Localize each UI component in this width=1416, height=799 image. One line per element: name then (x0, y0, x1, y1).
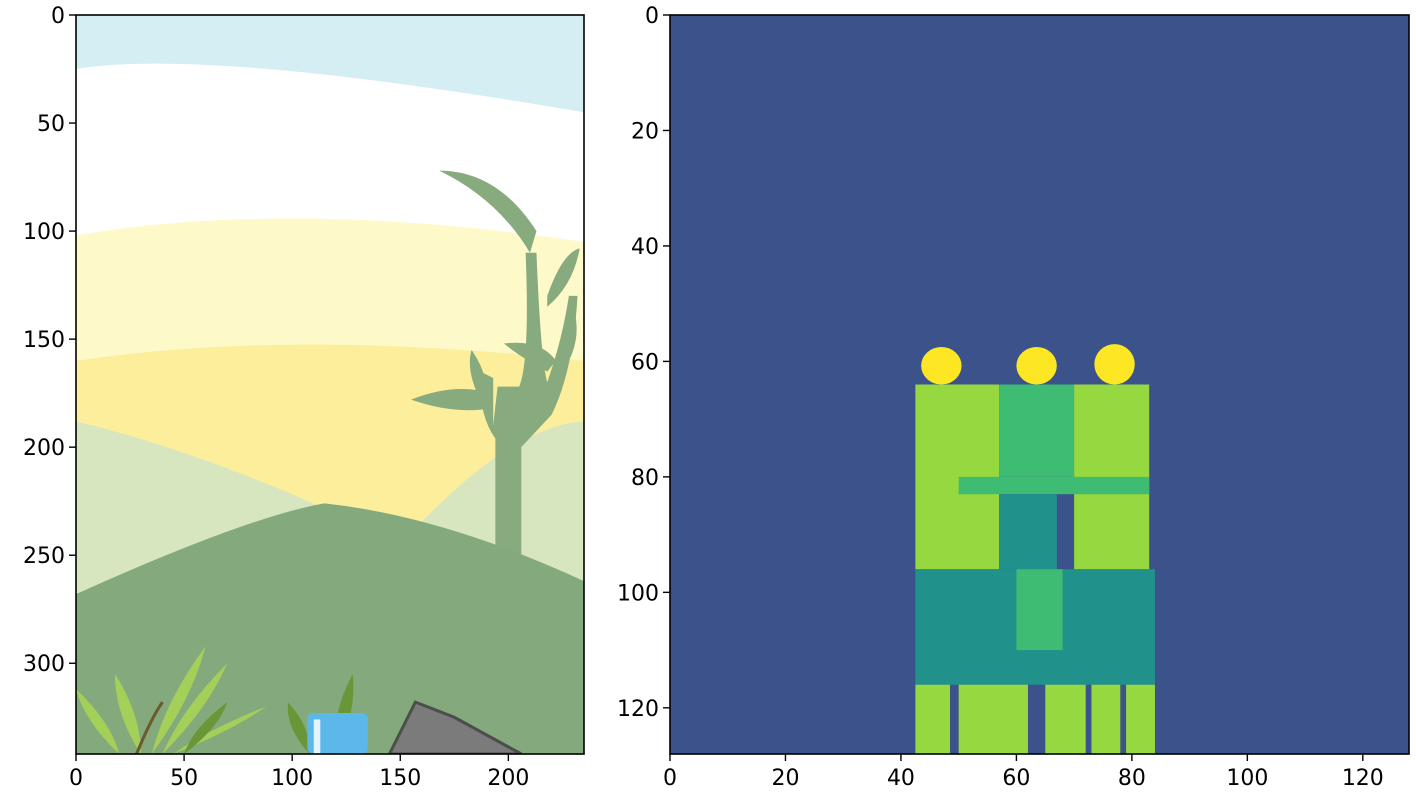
stone (387, 700, 523, 754)
fern-leaf (114, 674, 141, 754)
cup (307, 712, 368, 754)
fern-leaf (184, 702, 228, 754)
scene-image (76, 15, 584, 754)
plant-stem (479, 252, 578, 560)
heatmap-region (958, 684, 1028, 754)
right-y-tick-label: 40 (631, 235, 659, 260)
heatmap-region (958, 476, 1150, 495)
heatmap-region (1045, 684, 1086, 754)
plant-leaf (411, 388, 492, 411)
heatmap-region (999, 494, 1057, 570)
heatmap-region (1016, 569, 1063, 651)
heatmap-region (1091, 684, 1121, 754)
right-y-tick-label: 0 (645, 4, 659, 29)
left-y-tick-label: 300 (23, 652, 65, 677)
left-y-tick-label: 200 (23, 436, 65, 461)
fern-leaf (287, 702, 310, 754)
right-axes: 0 20 40 60 80 100 120 0 20 40 60 80 100 120 (617, 4, 1410, 791)
right-x-tick-label: 100 (1226, 766, 1268, 791)
right-x-ticks: 0 20 40 60 80 100 120 (663, 754, 1384, 791)
heatmap-region (1094, 344, 1135, 385)
heatmap-region (1126, 684, 1155, 754)
plant-leaf (469, 349, 488, 409)
left-x-ticks: 0 50 100 150 200 (69, 754, 529, 791)
left-y-tick-label: 50 (37, 112, 65, 137)
right-x-tick-label: 80 (1118, 766, 1146, 791)
left-y-tick-label: 150 (23, 328, 65, 353)
right-y-tick-label: 100 (617, 581, 659, 606)
fern-leaf (151, 645, 206, 754)
right-x-tick-label: 60 (1002, 766, 1030, 791)
left-y-tick-label: 250 (23, 544, 65, 569)
plant-leaf (547, 248, 580, 307)
fern-stem (135, 701, 164, 754)
fern-leaf (76, 689, 120, 754)
heatmap-region (915, 684, 951, 754)
right-x-tick-label: 120 (1342, 766, 1384, 791)
right-x-tick-label: 0 (663, 766, 677, 791)
left-y-ticks: 0 50 100 150 200 250 300 (23, 4, 76, 677)
right-y-tick-label: 60 (631, 350, 659, 375)
left-axes: 0 50 100 150 200 0 50 100 150 200 250 300 (23, 4, 585, 791)
left-x-tick-label: 150 (379, 766, 421, 791)
right-y-tick-label: 120 (617, 697, 659, 722)
left-x-tick-label: 200 (487, 766, 529, 791)
right-y-tick-label: 20 (631, 119, 659, 144)
cup-highlight (313, 719, 321, 754)
plant-leaf (439, 170, 537, 253)
right-x-tick-label: 40 (887, 766, 915, 791)
plant-leaf (562, 306, 577, 361)
left-y-tick-label: 100 (23, 220, 65, 245)
heatmap-region (999, 384, 1075, 477)
right-y-ticks: 0 20 40 60 80 100 120 (617, 4, 670, 722)
right-x-tick-label: 20 (771, 766, 799, 791)
heatmap-region (1016, 346, 1057, 385)
right-axes-frame (669, 14, 1410, 755)
left-axes-frame (75, 14, 585, 755)
plant-leaf (504, 342, 556, 372)
left-x-tick-label: 100 (271, 766, 313, 791)
left-x-tick-label: 50 (170, 766, 198, 791)
left-x-tick-label: 0 (69, 766, 83, 791)
left-y-tick-label: 0 (51, 4, 65, 29)
heatmap-region (921, 346, 962, 385)
heatmap-image (670, 15, 1409, 754)
fern-leaf (162, 663, 228, 754)
right-y-tick-label: 80 (631, 466, 659, 491)
